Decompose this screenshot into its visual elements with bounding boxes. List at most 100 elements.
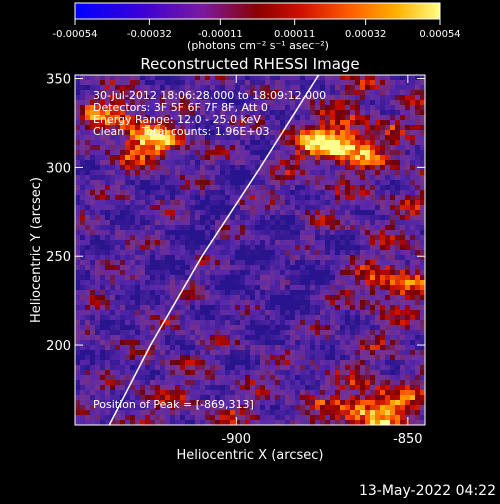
heatmap-cell: [170, 145, 176, 151]
heatmap-cell: [195, 365, 201, 371]
heatmap-cell: [215, 205, 221, 211]
heatmap-cell: [370, 225, 376, 231]
heatmap-cell: [155, 290, 161, 296]
heatmap-cell: [90, 110, 96, 116]
heatmap-cell: [165, 265, 171, 271]
heatmap-cell: [250, 195, 256, 201]
heatmap-cell: [365, 375, 371, 381]
heatmap-cell: [370, 305, 376, 311]
heatmap-cell: [420, 190, 425, 196]
heatmap-cell: [280, 295, 286, 301]
heatmap-cell: [420, 355, 425, 361]
heatmap-cell: [95, 275, 101, 281]
heatmap-cell: [150, 380, 156, 386]
heatmap-cell: [160, 345, 166, 351]
heatmap-cell: [405, 355, 411, 361]
heatmap-cell: [220, 185, 226, 191]
heatmap-cell: [110, 135, 116, 141]
heatmap-cell: [180, 290, 186, 296]
heatmap-cell: [300, 295, 306, 301]
heatmap-cell: [295, 350, 301, 356]
heatmap-cell: [240, 110, 246, 116]
heatmap-cell: [90, 310, 96, 316]
heatmap-cell: [405, 85, 411, 91]
heatmap-cell: [340, 260, 346, 266]
heatmap-cell: [215, 150, 221, 156]
heatmap-cell: [230, 125, 236, 131]
heatmap-cell: [400, 105, 406, 111]
heatmap-cell: [220, 325, 226, 331]
heatmap-cell: [240, 90, 246, 96]
heatmap-cell: [95, 420, 101, 425]
heatmap-cell: [115, 100, 121, 106]
heatmap-cell: [265, 395, 271, 401]
heatmap-cell: [405, 165, 411, 171]
heatmap-cell: [250, 375, 256, 381]
heatmap-cell: [385, 420, 391, 425]
heatmap-cell: [360, 395, 366, 401]
heatmap-cell: [205, 155, 211, 161]
heatmap-cell: [75, 90, 81, 96]
heatmap-cell: [390, 135, 396, 141]
heatmap-cell: [200, 115, 206, 121]
heatmap-cell: [125, 370, 131, 376]
heatmap-cell: [350, 385, 356, 391]
heatmap-cell: [125, 410, 131, 416]
heatmap-cell: [160, 250, 166, 256]
heatmap-cell: [105, 320, 111, 326]
heatmap-cell: [210, 395, 216, 401]
heatmap-cell: [235, 335, 241, 341]
heatmap-cell: [380, 420, 386, 425]
heatmap-cell: [415, 345, 421, 351]
heatmap-cell: [160, 315, 166, 321]
heatmap-cell: [395, 255, 401, 261]
heatmap-cell: [340, 400, 346, 406]
heatmap-cell: [360, 365, 366, 371]
heatmap-cell: [130, 270, 136, 276]
heatmap-cell: [335, 245, 341, 251]
heatmap-cell: [155, 215, 161, 221]
heatmap-cell: [260, 325, 266, 331]
heatmap-cell: [325, 75, 331, 81]
heatmap-cell: [155, 230, 161, 236]
heatmap-cell: [375, 400, 381, 406]
heatmap-cell: [190, 290, 196, 296]
heatmap-cell: [405, 375, 411, 381]
heatmap-cell: [370, 270, 376, 276]
heatmap-cell: [320, 235, 326, 241]
heatmap-cell: [275, 225, 281, 231]
heatmap-cell: [235, 420, 241, 425]
heatmap-cell: [405, 305, 411, 311]
heatmap-cell: [225, 100, 231, 106]
heatmap-cell: [370, 310, 376, 316]
heatmap-cell: [235, 370, 241, 376]
heatmap-cell: [335, 390, 341, 396]
heatmap-cell: [325, 315, 331, 321]
heatmap-cell: [150, 215, 156, 221]
heatmap-cell: [150, 395, 156, 401]
heatmap-cell: [130, 185, 136, 191]
heatmap-cell: [410, 170, 416, 176]
heatmap-cell: [275, 310, 281, 316]
heatmap-cell: [120, 225, 126, 231]
heatmap-cell: [85, 85, 91, 91]
heatmap-cell: [410, 345, 416, 351]
heatmap-cell: [340, 240, 346, 246]
heatmap-cell: [400, 395, 406, 401]
heatmap-cell: [315, 195, 321, 201]
heatmap-cell: [140, 90, 146, 96]
heatmap-cell: [75, 345, 81, 351]
heatmap-cell: [355, 145, 361, 151]
heatmap-cell: [410, 410, 416, 416]
heatmap-cell: [100, 285, 106, 291]
heatmap-cell: [300, 370, 306, 376]
heatmap-cell: [280, 400, 286, 406]
heatmap-cell: [365, 100, 371, 106]
heatmap-cell: [330, 420, 336, 425]
heatmap-cell: [245, 230, 251, 236]
heatmap-cell: [410, 210, 416, 216]
heatmap-cell: [180, 275, 186, 281]
heatmap-cell: [205, 415, 211, 421]
heatmap-cell: [240, 355, 246, 361]
heatmap-cell: [200, 100, 206, 106]
